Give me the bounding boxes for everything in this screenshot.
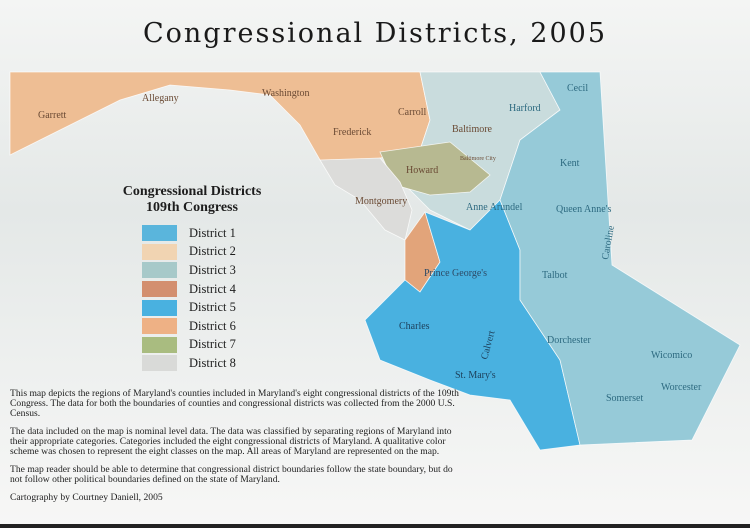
legend-label: District 7 <box>189 337 236 352</box>
county-label: Howard <box>406 165 438 176</box>
legend-item: District 7 <box>142 336 272 355</box>
legend-label: District 8 <box>189 355 236 370</box>
legend-swatch <box>142 225 177 242</box>
note-paragraph: The data included on the map is nominal … <box>10 426 452 457</box>
legend-title: Congressional Districts <box>122 184 262 199</box>
legend-swatch <box>142 281 177 298</box>
county-label: Queen Anne's <box>556 204 612 215</box>
map-title: Congressional Districts, 2005 <box>142 18 607 49</box>
county-label: Baltimore City <box>460 156 496 162</box>
county-label: Talbot <box>542 270 568 281</box>
legend-item: District 4 <box>142 280 272 299</box>
legend-label: District 2 <box>189 244 236 259</box>
legend-swatch <box>142 318 177 335</box>
county-label: St. Mary's <box>455 370 496 381</box>
county-label: Frederick <box>333 127 371 138</box>
county-label: Cecil <box>567 83 588 94</box>
legend-swatch <box>142 355 177 372</box>
county-label: Baltimore <box>452 124 493 135</box>
district-1-region <box>499 71 741 446</box>
legend-item: District 5 <box>142 298 272 317</box>
county-label: Montgomery <box>355 196 407 207</box>
legend: Congressional Districts 109th Congress D… <box>112 184 272 373</box>
county-label: Worcester <box>661 382 702 393</box>
county-label: Harford <box>509 103 541 114</box>
county-label: Allegany <box>142 93 179 104</box>
legend-item: District 3 <box>142 261 272 280</box>
county-label: Washington <box>262 88 310 99</box>
map-notes: This map depicts the regions of Maryland… <box>10 389 460 511</box>
county-label: Dorchester <box>547 335 592 346</box>
county-label: Wicomico <box>651 350 692 361</box>
cartography-credit: Cartography by Courtney Daniell, 2005 <box>10 492 163 503</box>
legend-item: District 1 <box>142 224 272 243</box>
legend-label: District 1 <box>189 225 236 240</box>
note-paragraph: This map depicts the regions of Maryland… <box>10 388 459 419</box>
legend-swatch <box>142 336 177 353</box>
county-label: Anne Arundel <box>466 202 523 213</box>
legend-item: District 8 <box>142 354 272 373</box>
legend-item: District 2 <box>142 243 272 262</box>
county-label: Charles <box>399 321 430 332</box>
note-paragraph: The map reader should be able to determi… <box>10 464 453 485</box>
legend-item: District 6 <box>142 317 272 336</box>
county-label: Kent <box>560 158 580 169</box>
legend-subtitle: 109th Congress <box>146 200 238 215</box>
bottom-border <box>0 524 750 528</box>
county-label: Prince George's <box>424 268 487 279</box>
legend-label: District 5 <box>189 300 236 315</box>
legend-label: District 4 <box>189 281 236 296</box>
legend-swatch <box>142 262 177 279</box>
county-label: Garrett <box>38 110 67 121</box>
county-label: Carroll <box>398 107 427 118</box>
legend-swatch <box>142 299 177 316</box>
legend-label: District 6 <box>189 318 236 333</box>
county-label: Somerset <box>606 393 643 404</box>
legend-swatch <box>142 243 177 260</box>
legend-label: District 3 <box>189 262 236 277</box>
